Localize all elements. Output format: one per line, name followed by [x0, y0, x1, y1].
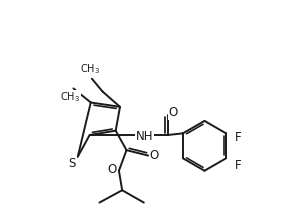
- Text: NH: NH: [136, 130, 154, 143]
- Text: CH$_3$: CH$_3$: [80, 62, 100, 76]
- Text: F: F: [235, 159, 242, 172]
- Text: F: F: [235, 131, 242, 144]
- Text: O: O: [108, 163, 117, 176]
- Text: O: O: [168, 106, 178, 119]
- Text: O: O: [150, 149, 159, 162]
- Text: CH$_3$: CH$_3$: [60, 90, 80, 104]
- Text: S: S: [69, 157, 76, 170]
